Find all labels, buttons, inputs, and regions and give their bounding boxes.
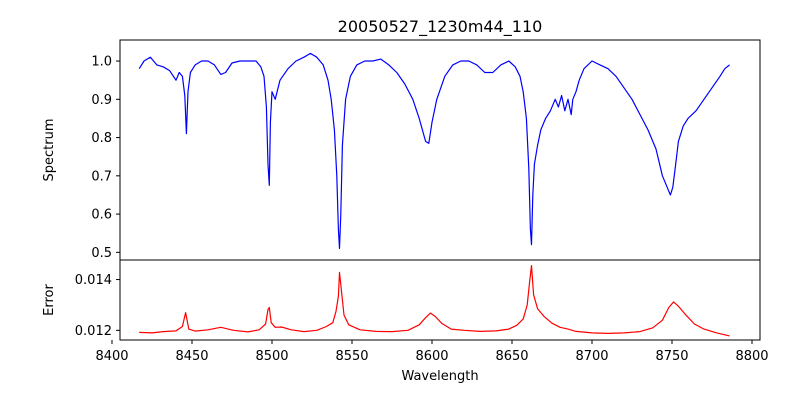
y-tick-label: 0.6 <box>91 208 112 223</box>
x-tick-label: 8650 <box>495 349 528 364</box>
y-tick-label: 0.014 <box>75 273 112 288</box>
spectrum-y-axis-label: Spectrum <box>42 119 57 182</box>
y-tick-label: 1.0 <box>91 55 112 70</box>
error-y-ticks: 0.012 0.014 <box>75 273 120 339</box>
error-axes-frame <box>119 259 761 341</box>
y-tick-label: 0.5 <box>91 246 112 261</box>
spectrum-y-ticks: 0.5 0.6 0.7 0.8 0.9 1.0 <box>91 55 120 261</box>
error-panel: 0.012 0.014 Error <box>42 259 761 341</box>
x-tick-label: 8600 <box>415 349 448 364</box>
spectrum-axes-frame <box>119 39 761 261</box>
y-tick-label: 0.012 <box>75 324 112 339</box>
x-tick-label: 8750 <box>655 349 688 364</box>
x-tick-label: 8700 <box>575 349 608 364</box>
error-y-axis-label: Error <box>42 284 57 316</box>
spectrum-line <box>138 52 730 250</box>
x-axis-ticks: 8400 8450 8500 8550 8600 8650 8700 8750 8800 <box>95 340 769 364</box>
x-tick-label: 8500 <box>255 349 288 364</box>
x-axis-label: Wavelength <box>401 369 478 384</box>
x-tick-label: 8550 <box>335 349 368 364</box>
y-tick-label: 0.8 <box>91 131 112 146</box>
y-tick-label: 0.7 <box>91 169 112 184</box>
spectrum-panel: 0.5 0.6 0.7 0.8 0.9 1.0 Spectrum <box>42 39 761 261</box>
x-tick-label: 8800 <box>735 349 768 364</box>
y-tick-label: 0.9 <box>91 93 112 108</box>
x-tick-label: 8450 <box>175 349 208 364</box>
chart-title: 20050527_1230m44_110 <box>338 17 543 37</box>
x-tick-label: 8400 <box>95 349 128 364</box>
error-line <box>139 265 730 337</box>
